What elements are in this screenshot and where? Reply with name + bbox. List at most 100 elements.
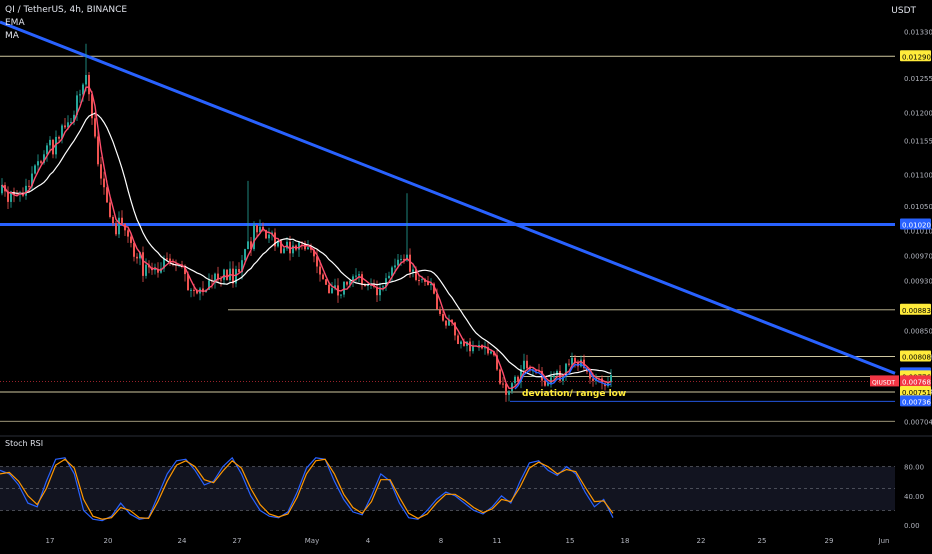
candle-body xyxy=(244,249,246,261)
candle-body xyxy=(196,290,198,294)
indicator-ema-label[interactable]: EMA xyxy=(5,18,25,28)
candle-body xyxy=(292,245,294,254)
candle-body xyxy=(7,191,9,202)
candle-body xyxy=(76,95,78,115)
candle-body xyxy=(451,319,453,323)
candle-body xyxy=(505,383,507,395)
candle-body xyxy=(49,139,51,146)
price-label[interactable]: 0.00751 xyxy=(900,386,931,398)
price-label-text: 0.01020 xyxy=(902,221,931,229)
candle-body xyxy=(484,347,486,349)
candle-body xyxy=(247,241,249,250)
price-label[interactable]: 0.00736 xyxy=(900,395,931,407)
price-label-text: 0.00768 xyxy=(902,378,931,386)
candle-body xyxy=(265,229,267,239)
candle-body xyxy=(220,279,222,281)
price-label-box xyxy=(900,50,931,62)
ma-line xyxy=(1,112,612,378)
y-tick-label: 0.00970 xyxy=(904,253,932,261)
candle-body xyxy=(313,249,315,257)
candle-body xyxy=(109,202,111,217)
candle-body xyxy=(217,273,219,280)
x-tick-label: May xyxy=(305,537,319,545)
candle-body xyxy=(121,217,123,224)
price-label-text: 0.00751 xyxy=(902,389,931,397)
stoch-d-line xyxy=(0,458,614,520)
price-label[interactable]: 0.01290 xyxy=(900,50,931,62)
candle-body xyxy=(166,258,168,260)
candle-body xyxy=(97,136,99,165)
candle-body xyxy=(364,284,366,286)
x-tick-label: 11 xyxy=(493,537,502,545)
descending-trendline[interactable] xyxy=(0,20,896,375)
x-tick-label: 18 xyxy=(621,537,630,545)
candle-body xyxy=(427,281,429,286)
candle-body xyxy=(307,247,309,250)
candle-body xyxy=(34,165,36,174)
candle-body xyxy=(490,351,492,354)
price-label[interactable]: 0.00883 xyxy=(900,303,931,315)
candle-body xyxy=(322,274,324,280)
candle-body xyxy=(592,378,594,381)
candle-body xyxy=(157,268,159,273)
candle-body xyxy=(67,122,69,128)
candle-body xyxy=(412,269,414,272)
x-tick-label: 27 xyxy=(233,537,242,545)
candle-body xyxy=(502,383,504,385)
y-tick-label: 0.00704 xyxy=(904,418,932,426)
candle-body xyxy=(556,370,558,376)
candle-body xyxy=(91,94,93,119)
candle-body xyxy=(355,275,357,277)
candle-body xyxy=(268,234,270,239)
candle-body xyxy=(610,374,612,383)
candle-body xyxy=(400,258,402,260)
candle-body xyxy=(508,391,510,395)
indicator-ma-label[interactable]: MA xyxy=(5,31,19,41)
candle-body xyxy=(28,185,30,187)
candle-body xyxy=(493,351,495,356)
candle-body xyxy=(61,125,63,139)
candle-body xyxy=(346,281,348,285)
candle-body xyxy=(1,185,3,194)
candle-body xyxy=(421,279,423,281)
candle-body xyxy=(52,139,54,155)
candle-body xyxy=(31,173,33,187)
candle-body xyxy=(274,232,276,247)
candle-body xyxy=(70,121,72,123)
candle-body xyxy=(187,274,189,291)
candle-body xyxy=(550,377,552,384)
candle-body xyxy=(190,289,192,291)
candle-body xyxy=(112,216,114,224)
price-label[interactable]: 0.00808 xyxy=(900,350,931,362)
candle-body xyxy=(361,274,363,285)
y-tick-label: 0.01200 xyxy=(904,109,932,117)
candle-body xyxy=(58,136,60,139)
candle-body xyxy=(82,84,84,95)
candle-body xyxy=(442,314,444,321)
price-label-box xyxy=(900,375,931,387)
x-tick-label: Jun xyxy=(878,537,890,545)
candle-body xyxy=(163,258,165,269)
candle-body xyxy=(142,252,144,276)
candle-body xyxy=(310,247,312,250)
stoch-y-tick-label: 0.00 xyxy=(904,522,920,530)
price-label-text: 0.00808 xyxy=(902,353,931,361)
candle-body xyxy=(316,256,318,267)
candle-body xyxy=(106,187,108,203)
candle-body xyxy=(139,252,141,259)
annotation-deviation-range-low: deviation/ range low xyxy=(522,389,626,399)
candle-body xyxy=(388,275,390,279)
candle-body xyxy=(352,276,354,281)
candle-body xyxy=(544,380,546,386)
x-tick-label: 25 xyxy=(758,537,767,545)
candle-body xyxy=(382,286,384,288)
candle-body xyxy=(226,269,228,281)
price-label-box xyxy=(900,386,931,398)
candle-body xyxy=(184,266,186,275)
candle-body xyxy=(526,360,528,369)
price-label[interactable]: 0.01020 xyxy=(900,218,931,230)
candle-body xyxy=(79,94,81,96)
